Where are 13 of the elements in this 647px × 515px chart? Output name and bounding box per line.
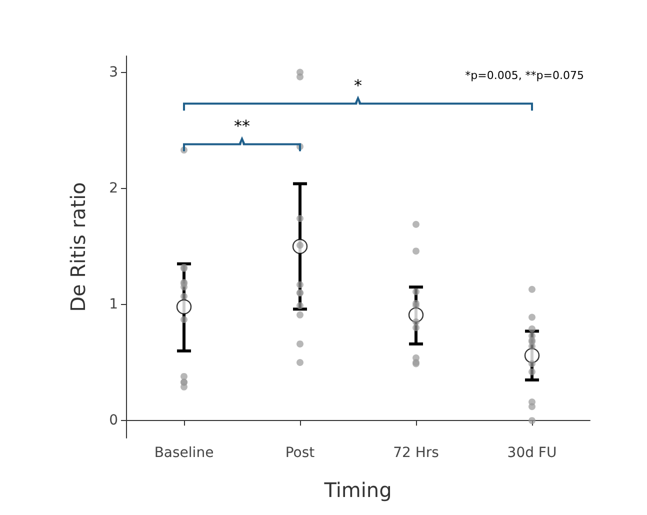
x-axis-title: Timing: [323, 478, 392, 502]
y-axis-title: De Ritis ratio: [66, 182, 90, 312]
y-tick-label: 2: [109, 180, 118, 196]
y-tick-label: 1: [109, 296, 118, 312]
x-tick-label: Baseline: [154, 445, 214, 461]
annotation: *p=0.005, **p=0.075: [465, 69, 584, 82]
x-tick-label: Post: [285, 445, 316, 461]
x-tick-label: 72 Hrs: [393, 445, 439, 461]
y-tick-label: 3: [109, 64, 118, 80]
annotation: *: [354, 76, 362, 96]
annotation: **: [234, 116, 250, 136]
x-tick-label: 30d FU: [507, 445, 557, 461]
y-tick-label: 0: [109, 412, 118, 429]
